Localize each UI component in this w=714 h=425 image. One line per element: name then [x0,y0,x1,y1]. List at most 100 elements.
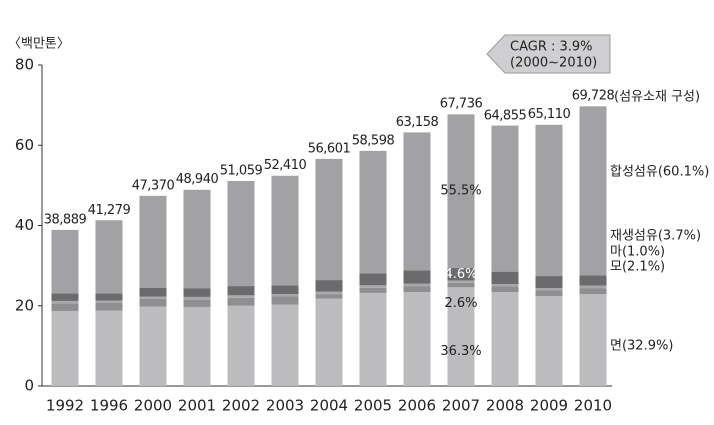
total-label: 56,601 [308,141,351,156]
bar-segment [403,283,431,287]
bar-segment [183,306,211,386]
total-label: 47,370 [132,178,175,193]
x-tick-label: 2004 [310,397,348,415]
bar-segment [579,275,607,286]
bar-segment [535,296,563,386]
total-label: 64,855 [484,108,527,123]
bar-segment [315,294,343,299]
total-label: 63,158 [396,115,439,130]
x-tick-label: 2005 [354,397,392,415]
bar-segment [139,296,167,299]
total-label: 65,110 [528,107,571,122]
bar-segment [447,282,475,288]
y-tick-label: 40 [15,216,34,234]
series-label: 모(2.1%) [610,260,665,275]
bar-segment [51,293,79,301]
bar-segment [271,285,299,295]
bar-segment [227,297,255,306]
total-label: 67,736 [440,97,483,112]
cagr-text: CAGR : 3.9% [510,40,593,55]
bar-segment [579,106,607,276]
bar-segment [271,304,299,386]
series-label: 면(32.9%) [610,339,673,354]
bar-segment [95,300,123,303]
bar-segment [51,229,79,294]
composition-title: (섬유소재 구성) [614,90,700,105]
x-tick-label: 2003 [266,397,304,415]
composition-label: 55.5% [440,184,481,199]
bar-segment [447,268,475,281]
series-label: 재생섬유(3.7%) [610,229,701,244]
x-tick-label: 2010 [574,397,612,415]
bar-segment [491,286,519,293]
bar-segment [359,150,387,274]
bar-segment [95,310,123,386]
bar-segment [51,300,79,304]
x-tick-label: 2008 [486,397,524,415]
bar-segment [535,288,563,291]
bar-segment [139,306,167,386]
total-label: 58,598 [352,133,395,148]
bar-segment [139,287,167,297]
y-tick-label: 0 [24,377,34,395]
bar-segment [359,273,387,286]
bar-segment [95,220,123,294]
unit-label: 〈백만톤〉 [8,37,70,52]
composition-label: 36.3% [440,344,481,359]
bar-segment [227,305,255,386]
bar-segment [51,310,79,386]
bar-segment [491,284,519,287]
total-label: 69,728 [572,89,615,104]
series-label: 마(1.0%) [610,245,665,260]
bar-segment [359,285,387,288]
y-tick-label: 20 [15,296,34,314]
bar-segment [359,292,387,386]
total-label: 38,889 [44,212,87,227]
bar-segment [447,114,475,269]
x-tick-label: 2001 [178,397,216,415]
bar-segment [315,280,343,292]
bar-segment [139,195,167,288]
bar-segment [271,175,299,286]
bar-segment [491,292,519,386]
bar-segment [315,298,343,386]
x-tick-label: 2009 [530,397,568,415]
cagr-period: (2000~2010) [510,56,597,71]
bar-segment [403,132,431,271]
bar-segment [403,270,431,284]
bar-segment [95,293,123,301]
y-tick-label: 60 [15,136,34,154]
bar-segment [579,285,607,289]
bar-segment [447,280,475,283]
bar-segment [227,286,255,296]
x-tick-label: 2006 [398,397,436,415]
bar-segment [535,276,563,289]
bar-segment [315,291,343,295]
bar-segment [183,299,211,307]
bar-segment [403,292,431,386]
bar-segment [51,303,79,311]
composition-label: 2.6% [444,296,477,311]
total-label: 52,410 [264,158,307,173]
total-label: 51,059 [220,164,263,179]
bar-segment [579,288,607,295]
x-tick-label: 2002 [222,397,260,415]
bar-segment [535,124,563,277]
total-label: 48,940 [176,172,219,187]
bar-segment [491,125,519,272]
bar-segment [535,290,563,297]
x-tick-label: 1992 [46,397,84,415]
series-label: 합성섬유(60.1%) [610,165,709,180]
bar-segment [491,271,519,285]
bar-segment [183,288,211,297]
bar-segment [183,189,211,289]
bar-segment [271,296,299,305]
bar-segment [447,287,475,386]
x-tick-label: 2007 [442,397,480,415]
bar-segment [579,294,607,386]
cagr-box [486,34,611,74]
bar-segment [139,298,167,307]
bar-segment [359,287,387,293]
bar-segment [95,302,123,311]
